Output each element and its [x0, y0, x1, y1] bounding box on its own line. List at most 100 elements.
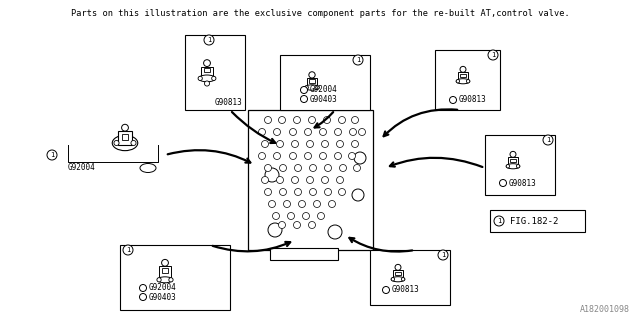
- Circle shape: [307, 177, 314, 183]
- Circle shape: [317, 212, 324, 220]
- Circle shape: [456, 80, 460, 83]
- Circle shape: [273, 153, 280, 159]
- Circle shape: [310, 188, 317, 196]
- Bar: [161, 268, 168, 273]
- Text: G90403: G90403: [149, 292, 177, 301]
- Text: G90813: G90813: [459, 95, 487, 105]
- Circle shape: [264, 116, 271, 124]
- Circle shape: [114, 140, 119, 146]
- Circle shape: [131, 140, 136, 146]
- Circle shape: [395, 264, 401, 270]
- Circle shape: [499, 180, 506, 187]
- Circle shape: [140, 284, 147, 292]
- Bar: [396, 272, 401, 275]
- Circle shape: [352, 189, 364, 201]
- Circle shape: [314, 201, 321, 207]
- Bar: [511, 159, 516, 162]
- Text: Parts on this illustration are the exclusive component parts for the re-built AT: Parts on this illustration are the exclu…: [70, 9, 570, 18]
- Bar: [435, 50, 500, 110]
- Circle shape: [449, 97, 456, 103]
- Bar: [118, 131, 132, 145]
- Circle shape: [280, 164, 287, 172]
- Circle shape: [280, 188, 287, 196]
- Circle shape: [310, 164, 317, 172]
- Circle shape: [298, 201, 305, 207]
- Ellipse shape: [198, 75, 216, 82]
- Circle shape: [321, 177, 328, 183]
- Ellipse shape: [157, 277, 173, 283]
- Circle shape: [278, 221, 285, 228]
- Text: G92004: G92004: [149, 284, 177, 292]
- Bar: [204, 68, 211, 72]
- Circle shape: [276, 140, 284, 148]
- Text: 1: 1: [207, 37, 211, 43]
- Circle shape: [294, 221, 301, 228]
- Circle shape: [161, 260, 168, 266]
- Text: A182001098: A182001098: [580, 305, 630, 314]
- Ellipse shape: [305, 85, 319, 90]
- Ellipse shape: [456, 79, 470, 84]
- Circle shape: [319, 153, 326, 159]
- Circle shape: [291, 140, 298, 148]
- Circle shape: [460, 66, 466, 72]
- Circle shape: [262, 140, 269, 148]
- Text: G90813: G90813: [509, 179, 537, 188]
- Bar: [248, 110, 373, 250]
- Bar: [490, 210, 585, 232]
- Circle shape: [265, 168, 279, 182]
- Text: G90813: G90813: [392, 285, 420, 294]
- Circle shape: [328, 201, 335, 207]
- Circle shape: [339, 116, 346, 124]
- Circle shape: [488, 50, 498, 60]
- Circle shape: [543, 135, 553, 145]
- Circle shape: [358, 129, 365, 135]
- Circle shape: [328, 225, 342, 239]
- Circle shape: [264, 188, 271, 196]
- Circle shape: [316, 86, 319, 89]
- Circle shape: [305, 86, 308, 89]
- Circle shape: [259, 153, 266, 159]
- Circle shape: [303, 212, 310, 220]
- Circle shape: [339, 164, 346, 172]
- Circle shape: [169, 278, 173, 282]
- Circle shape: [383, 286, 390, 293]
- Circle shape: [319, 129, 326, 135]
- Circle shape: [123, 245, 133, 255]
- Circle shape: [289, 153, 296, 159]
- Bar: [458, 72, 468, 80]
- Circle shape: [264, 164, 271, 172]
- Bar: [460, 74, 465, 77]
- Circle shape: [401, 277, 405, 281]
- Circle shape: [204, 81, 209, 86]
- Circle shape: [339, 188, 346, 196]
- Text: G92004: G92004: [68, 163, 96, 172]
- Circle shape: [273, 212, 280, 220]
- Circle shape: [324, 164, 332, 172]
- Circle shape: [301, 86, 307, 93]
- Circle shape: [301, 95, 307, 102]
- Ellipse shape: [506, 164, 520, 169]
- Circle shape: [309, 72, 315, 78]
- Bar: [159, 266, 171, 278]
- Circle shape: [284, 201, 291, 207]
- Circle shape: [438, 250, 448, 260]
- Text: 1: 1: [50, 152, 54, 158]
- Bar: [201, 67, 213, 77]
- Bar: [270, 248, 338, 260]
- Bar: [120, 245, 230, 310]
- Circle shape: [278, 116, 285, 124]
- Text: 1: 1: [441, 252, 445, 258]
- Circle shape: [351, 140, 358, 148]
- Bar: [309, 79, 315, 83]
- Circle shape: [307, 140, 314, 148]
- Circle shape: [308, 221, 316, 228]
- Circle shape: [494, 216, 504, 226]
- Text: FIG.182-2: FIG.182-2: [510, 217, 558, 226]
- Circle shape: [467, 80, 470, 83]
- Circle shape: [157, 278, 161, 282]
- Circle shape: [47, 150, 57, 160]
- Circle shape: [268, 223, 282, 237]
- Ellipse shape: [391, 277, 405, 282]
- Circle shape: [354, 152, 366, 164]
- Circle shape: [262, 177, 269, 183]
